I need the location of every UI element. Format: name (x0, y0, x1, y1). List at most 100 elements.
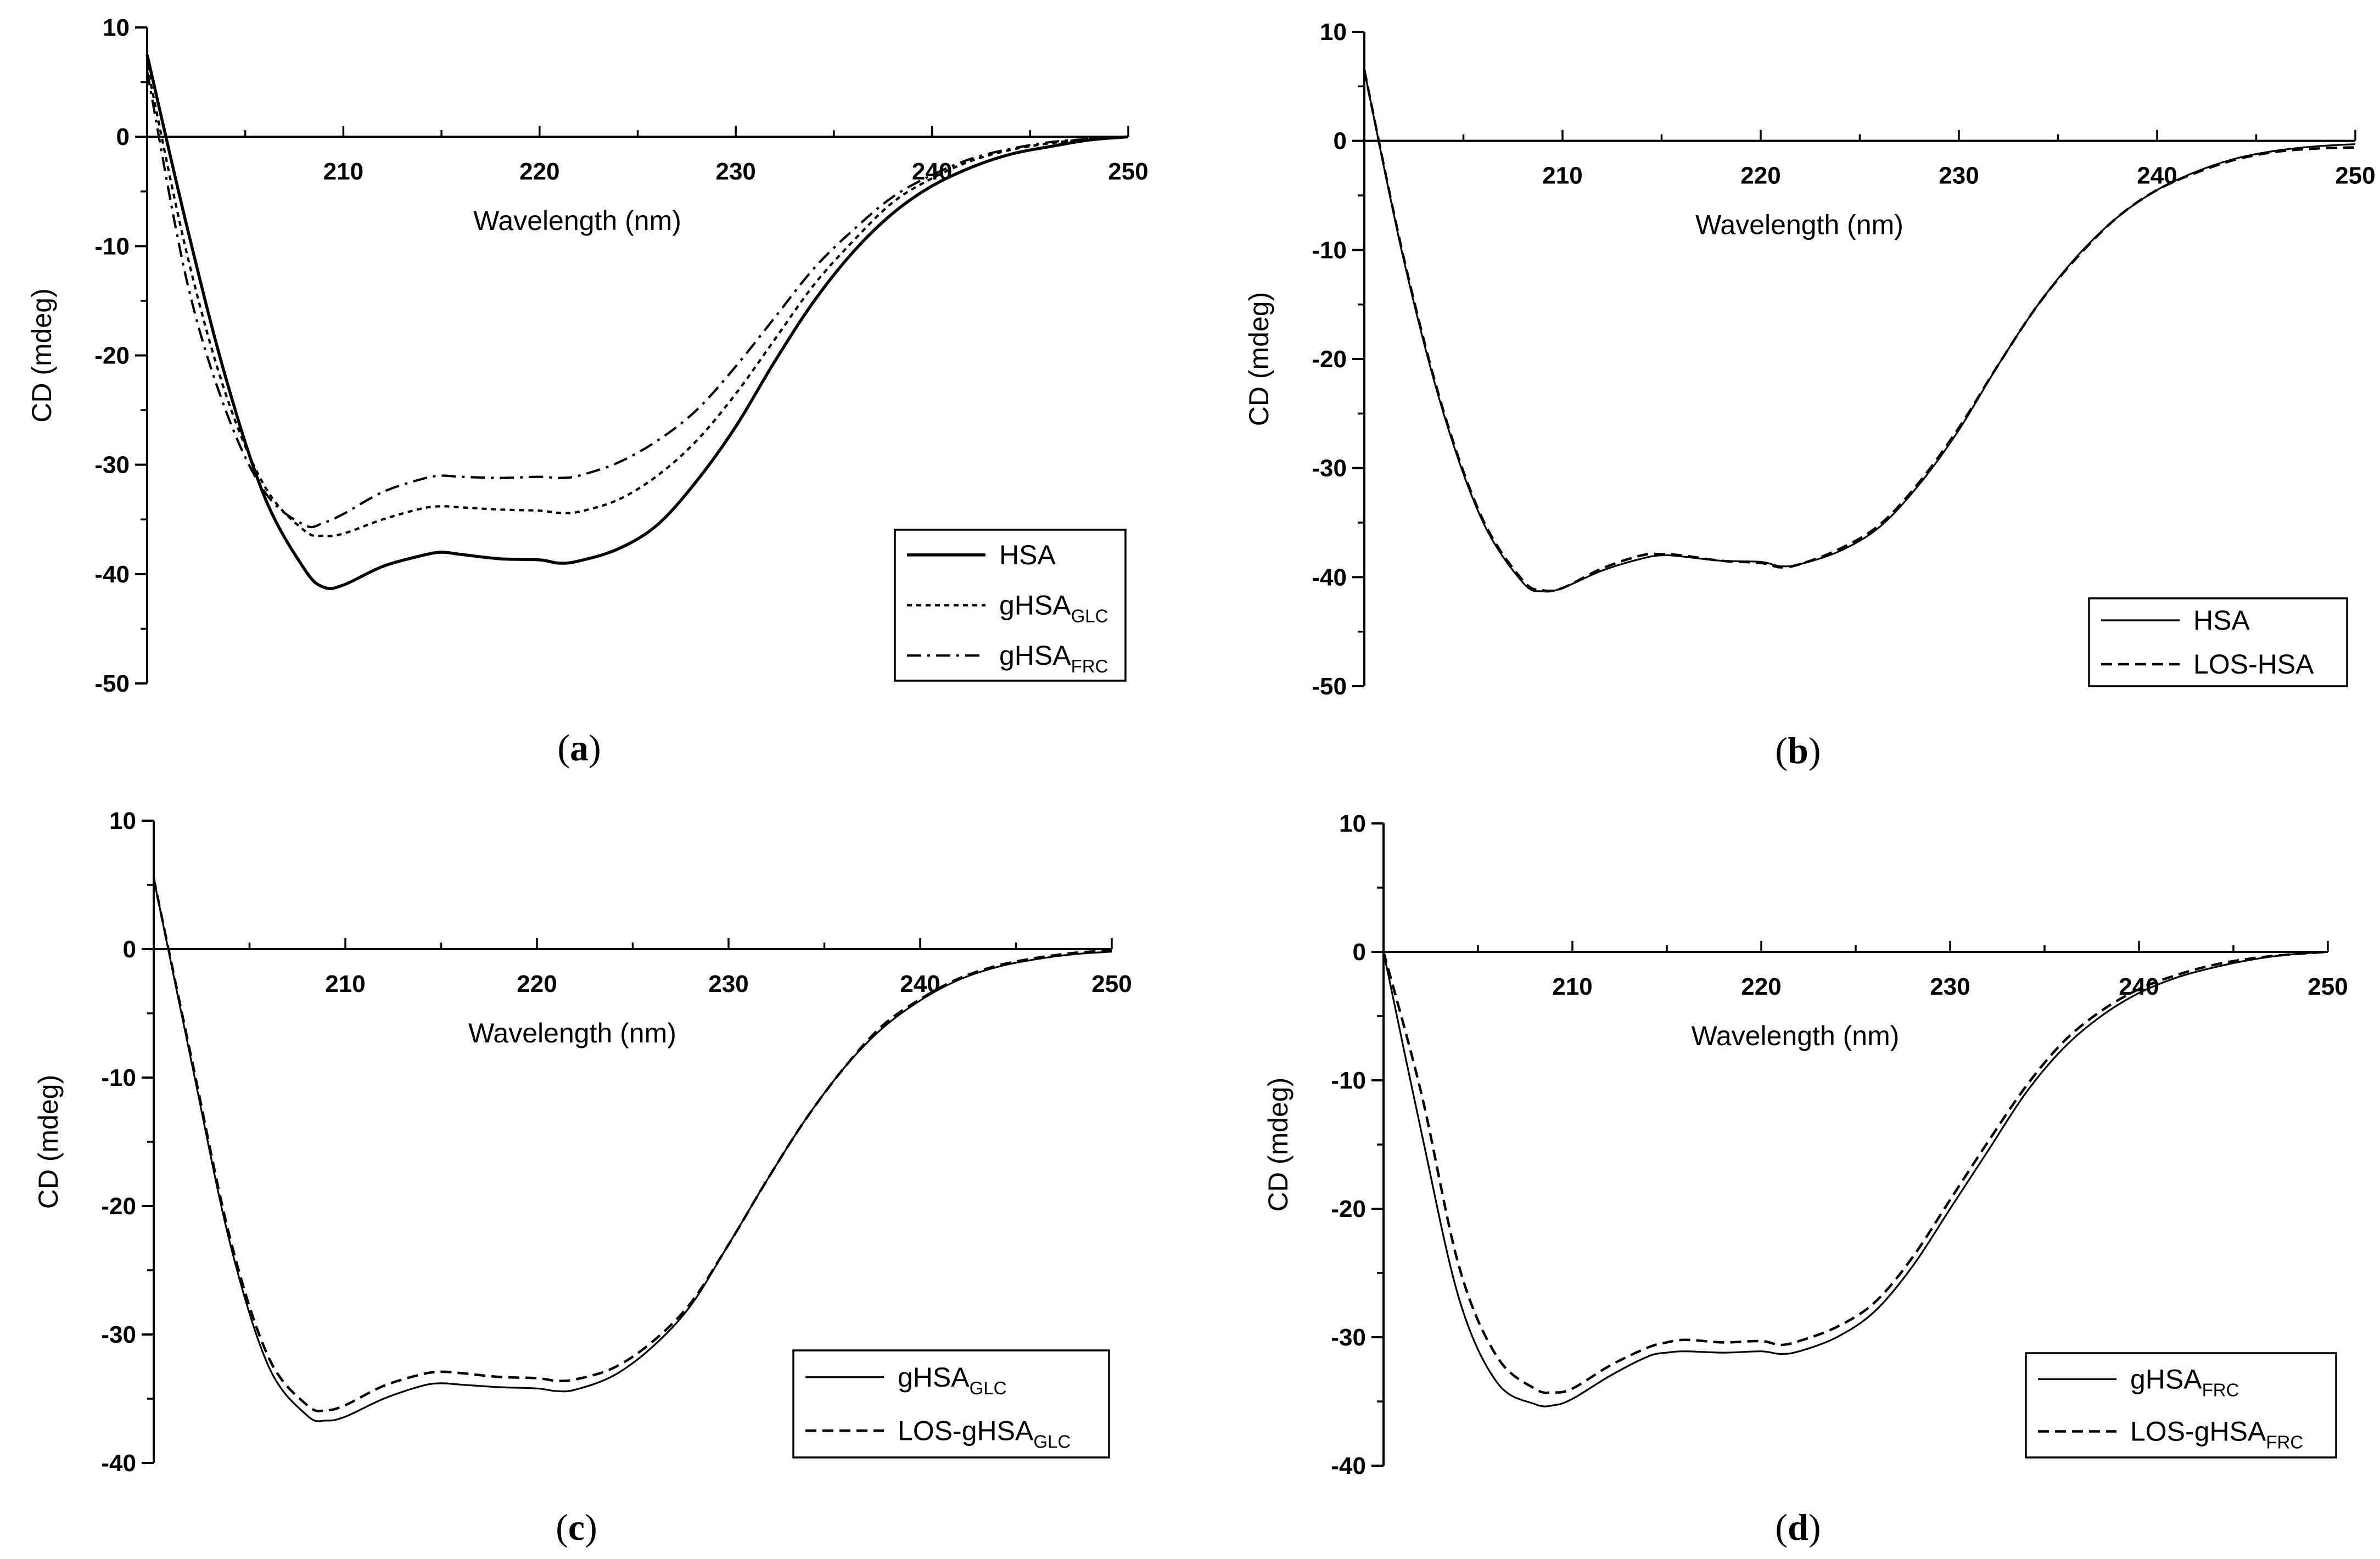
legend-label-name: HSA (2193, 605, 2250, 636)
legend-label-name: LOS-HSA (2193, 649, 2314, 680)
x-axis-title: Wavelength (nm) (473, 205, 681, 236)
legend-label-subscript: GLC (1033, 1431, 1071, 1451)
x-tick-label: 220 (517, 971, 557, 997)
caption-close-paren: ) (585, 1506, 597, 1548)
x-tick-label: 240 (2137, 162, 2177, 189)
legend-label: gHSAFRC (999, 640, 1108, 676)
caption-letter: b (1788, 730, 1808, 771)
y-tick-label: -50 (94, 670, 130, 697)
y-tick-label: -30 (94, 452, 130, 479)
caption-letter: d (1788, 1506, 1808, 1548)
caption-close-paren: ) (589, 727, 601, 769)
legend-label-name: gHSA (999, 640, 1071, 671)
y-tick-label: 0 (1353, 939, 1366, 966)
legend-label-name: LOS-gHSA (898, 1415, 1034, 1446)
x-tick-label: 220 (519, 158, 559, 185)
x-tick-label: 230 (1930, 973, 1970, 1000)
y-tick-label: -10 (101, 1064, 136, 1091)
series-line-hsa (1363, 70, 2356, 593)
x-tick-label: 230 (1939, 162, 1979, 189)
legend-label: gHSAGLC (898, 1362, 1006, 1398)
x-tick-label: 210 (1552, 973, 1592, 1000)
legend-label: HSA (999, 540, 1056, 570)
series-line-ghsa-frc (145, 71, 1129, 529)
y-tick-label: -40 (101, 1450, 136, 1477)
y-tick-label: -10 (94, 233, 130, 260)
legend-label-name: gHSA (999, 590, 1071, 621)
y-axis-title: CD (mdeg) (1244, 292, 1274, 426)
y-tick-label: 0 (1334, 128, 1347, 155)
series-line-ghsa-frc (1382, 951, 2328, 1407)
y-tick-label: -20 (101, 1193, 136, 1220)
x-tick-label: 250 (1091, 971, 1132, 997)
series-line-los-ghsa-glc (152, 878, 1112, 1412)
caption-open-paren: ( (556, 1506, 568, 1548)
y-tick-label: 10 (109, 807, 136, 834)
panel-caption: (c) (556, 1506, 597, 1548)
legend-box (2025, 1352, 2337, 1459)
legend-label-name: LOS-gHSA (2130, 1416, 2266, 1447)
legend-label-subscript: FRC (1071, 656, 1108, 676)
legend-box (792, 1349, 1110, 1459)
series-line-los-hsa (1363, 70, 2356, 592)
legend-label: gHSAGLC (999, 590, 1108, 626)
series-line-ghsa-glc (153, 878, 1112, 1422)
legend-label-subscript: GLC (1071, 606, 1108, 626)
y-tick-label: 0 (123, 936, 136, 963)
y-tick-label: -30 (1312, 455, 1347, 482)
y-axis-title: CD (mdeg) (33, 1075, 64, 1209)
y-axis-title: CD (mdeg) (1263, 1078, 1293, 1212)
legend-label-name: gHSA (2130, 1364, 2202, 1395)
legend-label: LOS-gHSAGLC (898, 1415, 1071, 1451)
chart-panel-c: 10 0 -10 -20 -30 -40 210 220 230 240 250 Wavelength… (33, 807, 1132, 1548)
x-tick-label: 240 (900, 971, 940, 997)
caption-open-paren: ( (557, 727, 570, 769)
x-tick-label: 230 (708, 971, 748, 997)
x-tick-label: 220 (1740, 162, 1780, 189)
legend-box (2088, 597, 2348, 687)
y-tick-label: -40 (94, 561, 130, 588)
caption-close-paren: ) (1808, 730, 1821, 771)
x-tick-label: 230 (715, 158, 755, 185)
y-tick-label: -40 (1312, 564, 1347, 591)
legend-label-subscript: FRC (2266, 1432, 2303, 1453)
series-line-hsa (145, 54, 1129, 591)
legend-label-subscript: GLC (970, 1378, 1007, 1398)
y-tick-label: -50 (1312, 673, 1347, 700)
caption-close-paren: ) (1808, 1506, 1821, 1548)
y-tick-label: -20 (94, 343, 130, 369)
x-tick-label: 250 (2308, 973, 2348, 1000)
y-tick-label: -30 (1331, 1324, 1366, 1351)
x-tick-label: 220 (1741, 973, 1781, 1000)
legend-label: LOS-gHSAFRC (2130, 1416, 2303, 1453)
legend-label-name: HSA (999, 540, 1056, 570)
panel-caption: (a) (557, 727, 601, 769)
series-line-los-ghsa-frc (1382, 950, 2328, 1394)
caption-open-paren: ( (1775, 1506, 1788, 1548)
y-tick-label: 0 (116, 124, 130, 150)
series-line-ghsa-glc (145, 65, 1129, 537)
y-tick-label: -10 (1312, 237, 1347, 263)
y-tick-label: 10 (1339, 810, 1366, 837)
y-tick-label: -10 (1331, 1067, 1366, 1094)
y-tick-label: 10 (1320, 19, 1347, 46)
x-axis-title: Wavelength (nm) (1692, 1020, 1900, 1051)
y-tick-label: -40 (1331, 1453, 1366, 1479)
caption-letter: c (568, 1506, 585, 1548)
legend-label: gHSAFRC (2130, 1364, 2239, 1400)
panel-caption: (b) (1775, 730, 1821, 771)
x-tick-label: 250 (2335, 162, 2375, 189)
x-axis-title: Wavelength (nm) (1695, 210, 1903, 240)
legend-label-name: gHSA (898, 1362, 970, 1393)
y-tick-label: -30 (101, 1321, 136, 1348)
panel-caption: (d) (1775, 1506, 1821, 1548)
x-tick-label: 210 (323, 158, 363, 185)
caption-open-paren: ( (1775, 730, 1788, 771)
y-tick-label: 10 (103, 14, 130, 41)
y-tick-label: -20 (1312, 346, 1347, 373)
x-tick-label: 250 (1108, 158, 1148, 185)
